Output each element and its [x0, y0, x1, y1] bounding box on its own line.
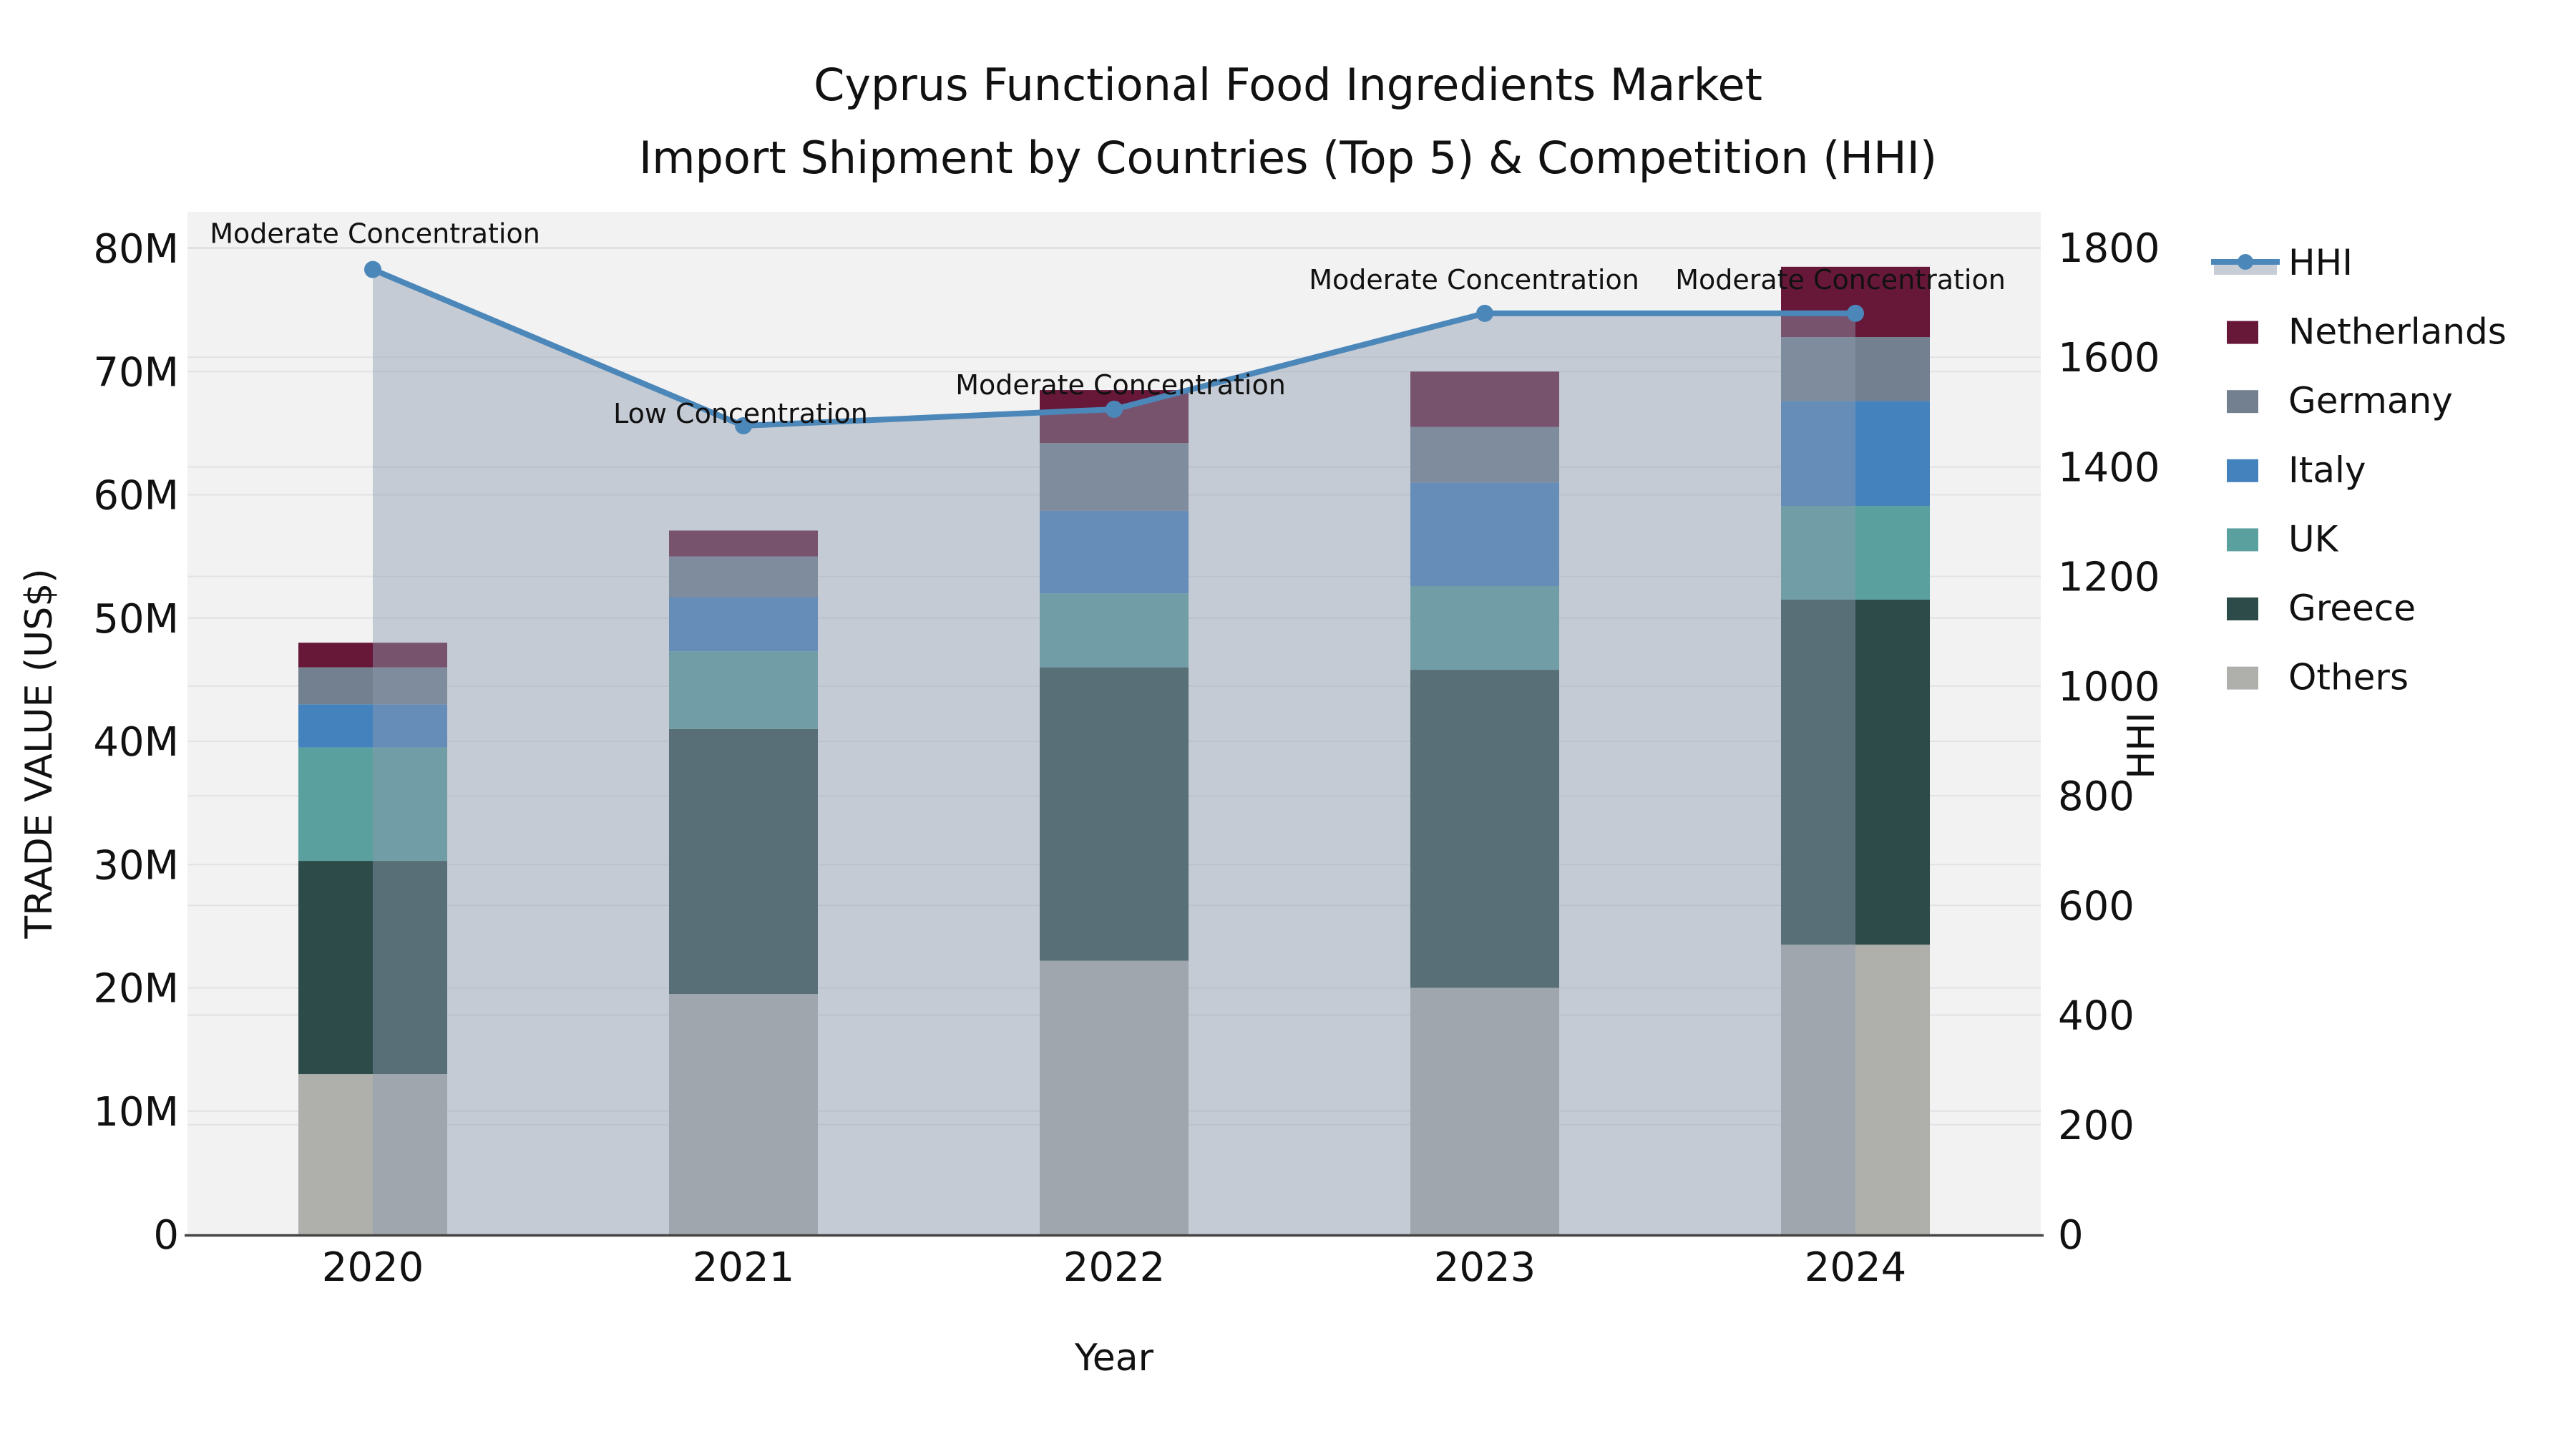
- y-right-tick-0: 0: [2058, 1212, 2084, 1259]
- hhi-area-fill: [373, 269, 1855, 1235]
- bar-segment-greece-2020: [298, 861, 447, 1075]
- annotation-label-2024: Moderate Concentration: [1675, 264, 2006, 296]
- bar-segment-netherlands-2020: [298, 643, 447, 668]
- bar-segment-italy-2023: [1410, 482, 1559, 586]
- annotation-label-2021: Low Concentration: [613, 398, 868, 429]
- bar-segment-uk-2020: [298, 747, 447, 862]
- hhi-point-2024: [1847, 304, 1864, 322]
- bar-segment-germany-2023: [1410, 426, 1559, 483]
- hhi-point-2022: [1106, 401, 1123, 419]
- bar-segment-netherlands-2023: [1410, 371, 1559, 427]
- y-left-tick-50M: 50M: [93, 596, 179, 643]
- y-right-tick-1000: 1000: [2058, 664, 2160, 711]
- legend-item-italy: Italy: [2227, 449, 2366, 491]
- bar-series: [298, 266, 1930, 1234]
- x-tick-2022: 2022: [1063, 1244, 1166, 1291]
- hhi-markers: [364, 260, 1864, 434]
- bar-segment-uk-2024: [1781, 506, 1930, 600]
- legend-swatch-netherlands: [2227, 321, 2258, 344]
- bar-segment-germany-2020: [298, 667, 447, 705]
- chart-title-line2: Import Shipment by Countries (Top 5) & C…: [639, 132, 1937, 184]
- y-axis-left-label: TRADE VALUE (US$): [18, 568, 61, 939]
- hhi-point-2023: [1476, 304, 1493, 322]
- bar-segment-others-2023: [1410, 987, 1559, 1234]
- legend-label-germany: Germany: [2288, 380, 2453, 421]
- y-right-tick-1600: 1600: [2058, 335, 2160, 381]
- legend-label-uk: UK: [2288, 518, 2339, 560]
- legend-hhi-marker-icon: [2238, 254, 2253, 270]
- bar-segment-italy-2024: [1781, 401, 1930, 507]
- y-axis-left-ticks: 0 10M 20M 30M 40M 50M 60M 70M 80M: [93, 226, 179, 1259]
- y-left-tick-10M: 10M: [93, 1089, 179, 1136]
- y-left-tick-40M: 40M: [93, 719, 179, 766]
- y-left-tick-70M: 70M: [93, 349, 179, 396]
- y-right-tick-200: 200: [2058, 1103, 2135, 1149]
- legend-label-greece: Greece: [2288, 587, 2416, 629]
- y-left-tick-60M: 60M: [93, 473, 179, 519]
- x-tick-2021: 2021: [693, 1244, 795, 1291]
- bar-segment-greece-2023: [1410, 670, 1559, 988]
- hhi-point-2020: [364, 260, 381, 278]
- annotations: Moderate Concentration Low Concentration M…: [210, 218, 2006, 429]
- bar-segment-others-2021: [669, 994, 818, 1234]
- y-left-tick-20M: 20M: [93, 966, 179, 1013]
- y-left-tick-30M: 30M: [93, 842, 179, 889]
- bar-segment-italy-2020: [298, 704, 447, 748]
- annotation-label-2023: Moderate Concentration: [1309, 264, 1639, 296]
- bar-segment-germany-2021: [669, 556, 818, 597]
- y-right-tick-1200: 1200: [2058, 555, 2160, 601]
- legend-item-others: Others: [2227, 657, 2409, 698]
- bar-segment-netherlands-2021: [669, 530, 818, 557]
- y-axis-right-label: HHI: [2120, 712, 2163, 779]
- y-right-tick-1800: 1800: [2058, 225, 2160, 272]
- bar-segment-others-2024: [1781, 945, 1930, 1234]
- annotation-label-2020: Moderate Concentration: [210, 218, 540, 250]
- legend-label-hhi: HHI: [2288, 242, 2353, 283]
- annotation-label-2022: Moderate Concentration: [955, 369, 1286, 401]
- legend-swatch-uk: [2227, 528, 2258, 552]
- bar-segment-uk-2021: [669, 651, 818, 729]
- x-tick-2020: 2020: [322, 1244, 424, 1291]
- legend-label-italy: Italy: [2288, 449, 2366, 491]
- legend-swatch-others: [2227, 666, 2258, 690]
- x-axis-label: Year: [1074, 1337, 1154, 1380]
- y-axis-right-ticks: 0 200 400 600 800 1000 1200 1400 1600 1800: [2058, 225, 2160, 1259]
- y-left-tick-0: 0: [153, 1212, 179, 1259]
- legend-label-netherlands: Netherlands: [2288, 311, 2507, 353]
- legend-item-germany: Germany: [2227, 380, 2453, 421]
- bar-segment-uk-2023: [1410, 585, 1559, 670]
- bar-segment-greece-2024: [1781, 599, 1930, 945]
- legend: HHI Netherlands Germany Italy UK Greece Others: [2211, 242, 2507, 698]
- y-right-tick-1400: 1400: [2058, 444, 2160, 491]
- y-right-tick-800: 800: [2058, 774, 2135, 820]
- bar-segment-germany-2022: [1040, 443, 1189, 511]
- legend-swatch-italy: [2227, 459, 2258, 482]
- x-axis-ticks: 2020 2021 2022 2023 2024: [322, 1244, 1907, 1291]
- legend-item-greece: Greece: [2227, 587, 2416, 629]
- chart-title-line1: Cyprus Functional Food Ingredients Marke…: [814, 59, 1762, 111]
- bar-segment-italy-2021: [669, 597, 818, 652]
- bar-segment-netherlands-2024: [1781, 266, 1930, 338]
- bar-segment-uk-2022: [1040, 593, 1189, 668]
- hhi-point-2021: [735, 416, 752, 434]
- legend-label-others: Others: [2288, 657, 2409, 698]
- bar-segment-germany-2024: [1781, 337, 1930, 401]
- bar-segment-others-2020: [298, 1074, 447, 1234]
- legend-item-hhi: HHI: [2211, 242, 2353, 283]
- legend-swatch-germany: [2227, 390, 2258, 414]
- bar-segment-greece-2021: [669, 728, 818, 995]
- bar-segment-others-2022: [1040, 960, 1189, 1234]
- y-right-tick-400: 400: [2058, 993, 2135, 1040]
- y-right-tick-600: 600: [2058, 883, 2135, 930]
- bar-segment-italy-2022: [1040, 510, 1189, 594]
- x-tick-2023: 2023: [1434, 1244, 1536, 1291]
- legend-item-netherlands: Netherlands: [2227, 311, 2507, 353]
- legend-item-uk: UK: [2227, 518, 2339, 560]
- x-tick-2024: 2024: [1805, 1244, 1907, 1291]
- legend-swatch-greece: [2227, 597, 2258, 620]
- bar-segment-greece-2022: [1040, 667, 1189, 961]
- y-left-tick-80M: 80M: [93, 226, 179, 273]
